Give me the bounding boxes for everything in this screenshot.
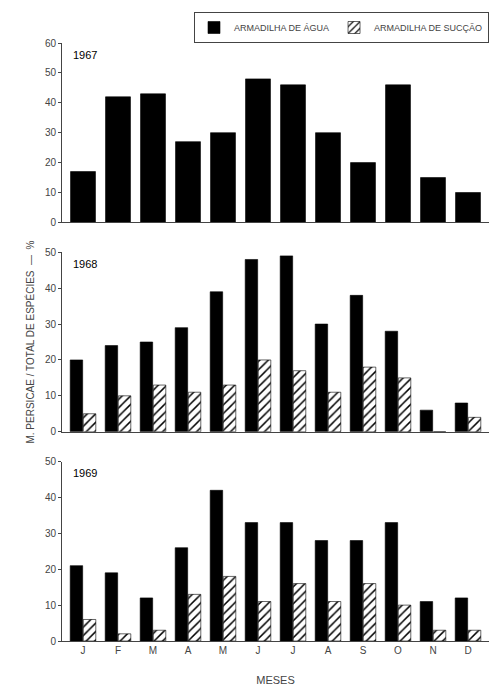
svg-text:M: M: [149, 645, 157, 656]
svg-text:M: M: [219, 645, 227, 656]
svg-text:30: 30: [45, 319, 57, 330]
svg-text:20: 20: [45, 564, 57, 575]
svg-text:1969: 1969: [73, 467, 97, 479]
svg-text:S: S: [360, 645, 367, 656]
svg-text:1968: 1968: [73, 258, 97, 270]
svg-text:N: N: [429, 645, 436, 656]
svg-text:MESES: MESES: [256, 674, 295, 686]
svg-text:40: 40: [45, 492, 57, 503]
svg-text:A: A: [325, 645, 332, 656]
svg-text:0: 0: [50, 426, 56, 437]
svg-text:M. PERSICAE / TOTAL DE ESPÉCIE: M. PERSICAE / TOTAL DE ESPÉCIES — %: [24, 240, 36, 443]
svg-text:J: J: [81, 645, 86, 656]
svg-text:30: 30: [45, 528, 57, 539]
svg-text:60: 60: [45, 38, 57, 49]
svg-text:F: F: [115, 645, 121, 656]
svg-text:O: O: [394, 645, 402, 656]
svg-text:30: 30: [45, 127, 57, 138]
svg-text:A: A: [185, 645, 192, 656]
svg-text:50: 50: [45, 247, 57, 258]
svg-text:J: J: [291, 645, 296, 656]
svg-text:50: 50: [45, 456, 57, 467]
svg-text:50: 50: [45, 67, 57, 78]
svg-text:10: 10: [45, 390, 57, 401]
svg-text:10: 10: [45, 187, 57, 198]
svg-text:0: 0: [50, 217, 56, 228]
svg-text:ARMADILHA DE ÁGUA: ARMADILHA DE ÁGUA: [234, 23, 329, 33]
svg-text:20: 20: [45, 157, 57, 168]
svg-text:20: 20: [45, 354, 57, 365]
svg-text:0: 0: [50, 636, 56, 647]
svg-text:40: 40: [45, 97, 57, 108]
svg-text:J: J: [256, 645, 261, 656]
svg-text:D: D: [464, 645, 471, 656]
svg-text:1967: 1967: [73, 49, 97, 61]
svg-text:ARMADILHA DE SUCÇÃO: ARMADILHA DE SUCÇÃO: [374, 23, 482, 33]
svg-text:40: 40: [45, 283, 57, 294]
svg-text:10: 10: [45, 600, 57, 611]
